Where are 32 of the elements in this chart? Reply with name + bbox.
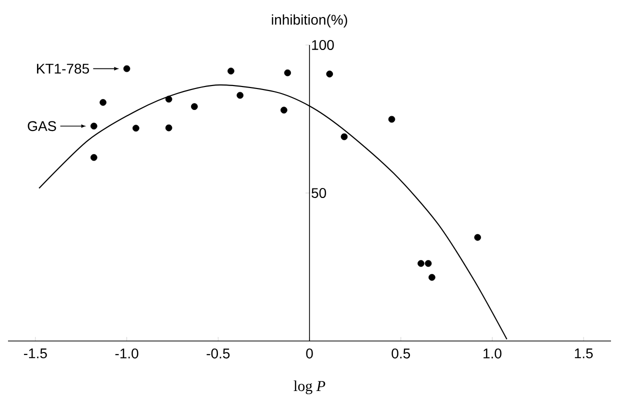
x-tick-label: -0.5	[206, 348, 230, 358]
x-tick-label: 0.5	[392, 348, 410, 358]
point	[388, 116, 396, 123]
x-tick-label: 0	[306, 348, 313, 358]
point	[418, 260, 424, 267]
y-axis-title: inhibition(%)	[272, 14, 348, 28]
point	[165, 96, 172, 103]
x-tick-label: 1.0	[484, 348, 502, 358]
point	[165, 124, 172, 132]
point	[474, 234, 482, 241]
y-tick-label: 100	[312, 40, 334, 50]
point	[132, 124, 140, 132]
point	[326, 70, 334, 78]
point	[284, 69, 291, 76]
x-tick-label: -1.5	[24, 348, 47, 358]
x-tick-label: 1.5	[574, 348, 593, 358]
x-tick-label: -1.0	[115, 348, 138, 358]
point	[280, 106, 288, 114]
point	[190, 103, 198, 110]
annotation: GAS	[28, 121, 56, 132]
annotation: KT1-785	[37, 64, 89, 74]
point	[123, 65, 130, 72]
point	[428, 274, 436, 281]
point	[228, 68, 234, 74]
x-axis-title: log P	[294, 380, 326, 394]
point	[100, 99, 106, 106]
point	[340, 133, 348, 140]
point	[424, 260, 432, 267]
y-tick-label: 50	[312, 188, 326, 198]
point	[90, 154, 98, 161]
point	[90, 122, 98, 130]
point	[236, 92, 244, 99]
